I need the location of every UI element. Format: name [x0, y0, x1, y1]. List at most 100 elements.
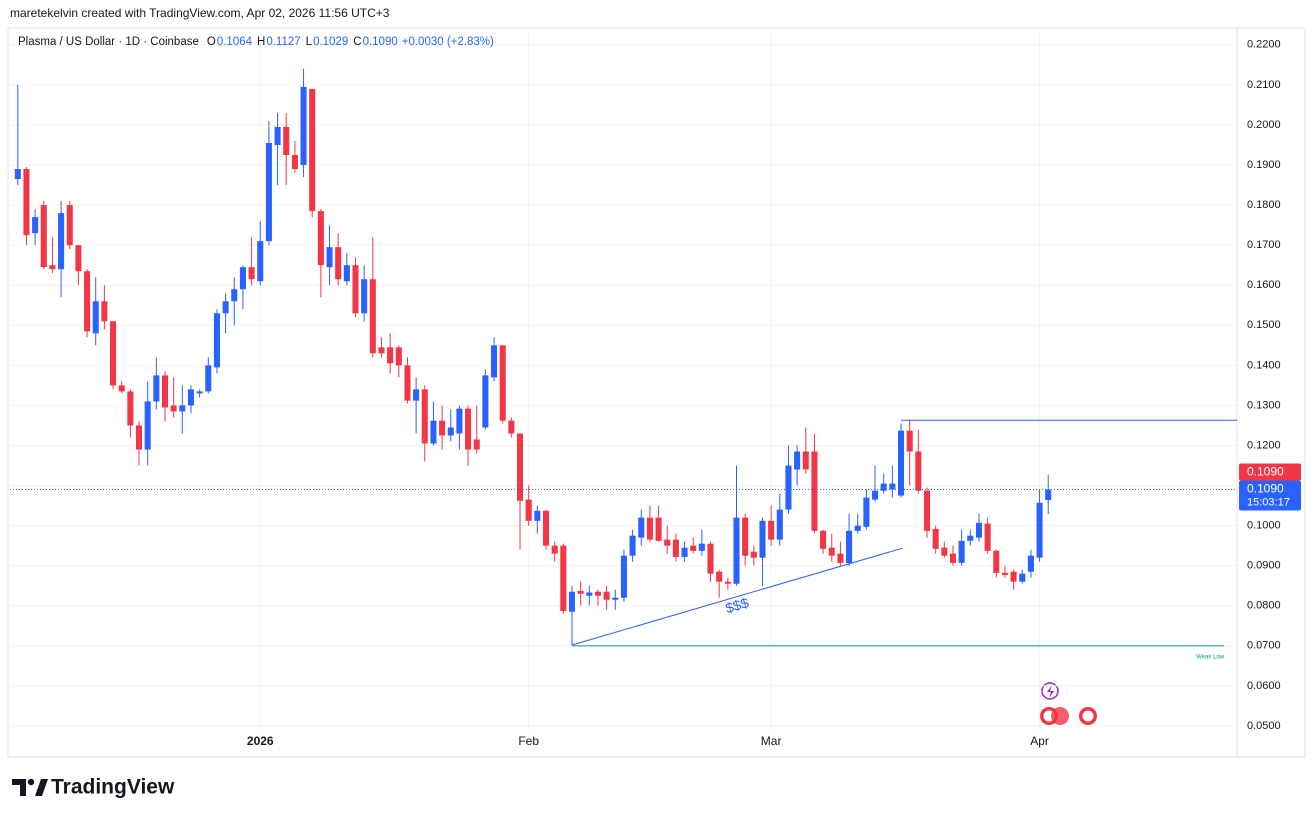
- candle-body: [257, 241, 264, 282]
- y-tick-label: 0.0500: [1247, 720, 1281, 732]
- legend-key: O: [207, 36, 216, 48]
- x-tick-label: Mar: [761, 734, 782, 748]
- price-box-countdown: 15:03:17: [1247, 496, 1290, 508]
- candle-body: [222, 301, 229, 314]
- candle-body: [326, 247, 333, 268]
- candle-body: [213, 313, 220, 368]
- candle-body: [465, 408, 472, 450]
- y-tick-label: 0.1700: [1247, 239, 1281, 251]
- candle-body: [603, 591, 610, 600]
- candle-body: [560, 545, 567, 611]
- alert-label: 0.1090: [1247, 465, 1284, 479]
- candle-body: [110, 321, 117, 386]
- candle-body: [352, 265, 359, 314]
- candle-body: [413, 389, 420, 401]
- candle-body: [785, 465, 792, 510]
- candle-body: [698, 543, 705, 551]
- candle-body: [854, 525, 861, 531]
- candle-body: [499, 345, 506, 421]
- candle-body: [274, 126, 281, 145]
- candle-body: [144, 401, 151, 450]
- candle-body: [153, 375, 160, 402]
- y-tick-label: 0.1300: [1247, 399, 1281, 411]
- candle-body: [473, 439, 480, 450]
- legend-key: H: [257, 36, 265, 48]
- y-tick-label: 0.2000: [1247, 119, 1281, 131]
- candle-body: [439, 420, 446, 436]
- candle-body: [620, 555, 627, 598]
- legend: Plasma / US Dollar · 1D · Coinbase O0.106…: [18, 36, 494, 48]
- candle-body: [568, 591, 576, 612]
- level-label: Weak Low: [1196, 654, 1225, 660]
- trend-label: $$$: [724, 594, 751, 616]
- candle-body: [794, 451, 801, 470]
- y-tick-label: 0.1000: [1247, 520, 1281, 532]
- candle-body: [542, 510, 550, 546]
- candle-body: [118, 385, 125, 392]
- candle-body: [872, 490, 879, 500]
- candle-body: [889, 483, 896, 490]
- y-tick-label: 0.0600: [1247, 680, 1281, 692]
- candle-body: [161, 375, 169, 408]
- candle-body: [932, 528, 939, 549]
- candle-body: [309, 88, 316, 212]
- candle-body: [491, 345, 498, 378]
- candle-body: [283, 126, 290, 156]
- candle-body: [84, 271, 91, 332]
- candle-body: [534, 510, 541, 521]
- candle-body: [421, 389, 428, 444]
- candle-body: [196, 391, 203, 394]
- candle-body: [23, 169, 30, 236]
- y-tick-label: 0.1900: [1247, 159, 1281, 171]
- candle-body: [516, 433, 524, 501]
- candle-body: [387, 347, 394, 364]
- candle-body: [187, 389, 195, 406]
- candle-body: [369, 279, 376, 354]
- candle-body: [811, 451, 818, 531]
- legend-value: 0.1090: [363, 36, 398, 48]
- price-box-label: 0.1090: [1247, 482, 1284, 496]
- candle-body: [66, 205, 73, 246]
- x-tick-label: Apr: [1030, 734, 1049, 748]
- candle-body: [846, 530, 853, 563]
- candle-body: [231, 289, 238, 302]
- candle-body: [248, 267, 255, 280]
- trend-line: [571, 547, 903, 646]
- candle-body: [127, 391, 134, 426]
- candle-body: [612, 597, 619, 600]
- candle-body: [239, 267, 246, 290]
- candle-body: [672, 539, 679, 557]
- candle-body: [343, 265, 350, 282]
- candle-body: [1001, 572, 1008, 575]
- candle-body: [40, 205, 47, 268]
- candle-body: [49, 265, 56, 270]
- candle-body: [335, 247, 342, 280]
- legend-value: 0.1127: [266, 36, 300, 48]
- candle-body: [508, 420, 515, 434]
- candle-body: [1019, 573, 1026, 582]
- event-icons: [1040, 682, 1097, 725]
- candle-body: [525, 499, 532, 521]
- candle-body: [802, 451, 809, 470]
- candle-body: [265, 142, 272, 242]
- header: maretekelvin created with TradingView.co…: [10, 6, 390, 20]
- candle-body: [170, 405, 177, 412]
- candle-body: [1036, 502, 1043, 558]
- candle-body: [750, 551, 757, 558]
- candle-body: [291, 155, 298, 170]
- y-tick-label: 0.0800: [1247, 600, 1281, 612]
- candle-body: [655, 517, 662, 541]
- candle-body: [361, 279, 368, 314]
- candle-body: [92, 301, 99, 334]
- candle-body: [984, 523, 991, 551]
- candle-body: [594, 591, 601, 596]
- candle-body: [776, 509, 783, 540]
- candle-body: [58, 213, 65, 270]
- candle-body: [135, 425, 143, 450]
- brand-logo: [12, 778, 48, 796]
- candle-body: [1045, 489, 1052, 500]
- candle-body: [906, 430, 913, 452]
- candle-body: [915, 451, 922, 491]
- candle-body: [317, 211, 324, 266]
